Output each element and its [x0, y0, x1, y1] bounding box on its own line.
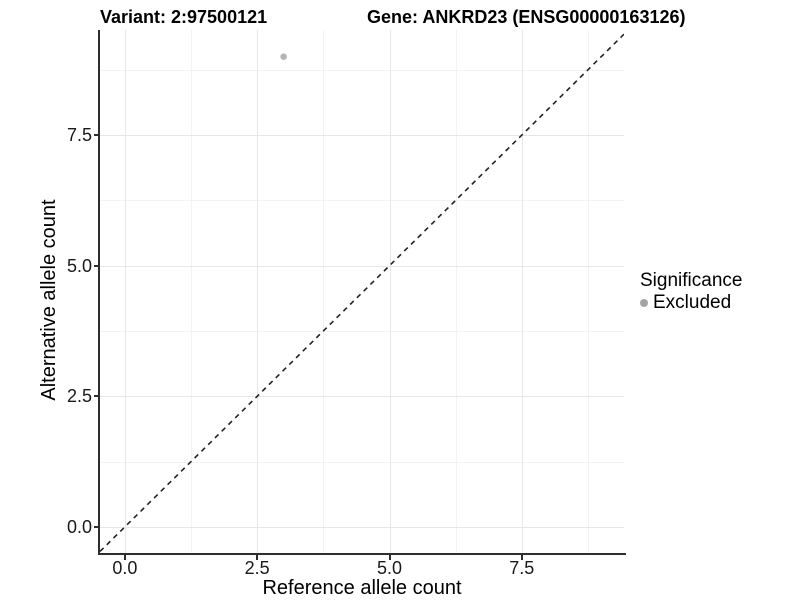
major-gridline-y	[100, 396, 624, 398]
y-tick-mark	[94, 395, 99, 398]
x-tick-mark	[388, 555, 391, 560]
y-axis-line	[98, 30, 100, 554]
minor-gridline-x	[588, 30, 589, 553]
legend: Significance Excluded	[640, 270, 798, 314]
x-tick-label: 5.0	[376, 558, 403, 578]
minor-gridline-y	[100, 330, 624, 332]
x-tick-mark	[256, 555, 259, 560]
y-tick-mark	[94, 525, 99, 528]
minor-gridline-x	[191, 30, 192, 553]
legend-items: Excluded	[640, 292, 798, 314]
y-tick-label: 7.5	[66, 125, 92, 145]
legend-item: Excluded	[640, 292, 798, 314]
minor-gridline-y	[100, 461, 624, 463]
y-tick-label: 2.5	[66, 386, 92, 407]
identity-line	[100, 33, 624, 553]
major-gridline-x	[521, 30, 523, 553]
x-axis-line	[98, 553, 626, 555]
legend-title: Significance	[640, 270, 743, 291]
minor-gridline-x	[323, 30, 325, 553]
x-tick-mark	[520, 555, 523, 560]
variant-title: Variant: 2:97500121	[100, 7, 268, 27]
legend-item-label: Excluded	[653, 292, 732, 313]
major-gridline-x	[124, 30, 126, 553]
y-tick-label: 5.0	[66, 255, 92, 276]
minor-gridline-y	[100, 200, 624, 202]
gene-title: Gene: ANKRD23 (ENSG00000163126)	[367, 7, 686, 27]
y-tick-label: 0.0	[66, 516, 92, 537]
y-tick-mark	[94, 264, 99, 267]
plot-panel	[100, 30, 624, 553]
minor-gridline-x	[455, 30, 457, 553]
major-gridline-y	[100, 135, 624, 136]
major-gridline-y	[100, 526, 624, 528]
data-point	[280, 53, 287, 60]
x-tick-label: 2.5	[244, 558, 270, 578]
legend-key-dot-icon	[640, 299, 648, 307]
y-tick-mark	[94, 134, 99, 136]
y-axis-title: Alternative allele count	[38, 199, 60, 401]
x-tick-label: 0.0	[112, 558, 138, 578]
x-tick-label: 7.5	[509, 558, 535, 578]
plot-area-svg	[100, 33, 624, 553]
x-axis-title: Reference allele count	[262, 577, 462, 599]
major-gridline-x	[389, 30, 391, 553]
x-tick-mark	[123, 555, 126, 560]
major-gridline-x	[257, 30, 259, 553]
minor-gridline-y	[100, 69, 624, 71]
major-gridline-y	[100, 265, 624, 267]
